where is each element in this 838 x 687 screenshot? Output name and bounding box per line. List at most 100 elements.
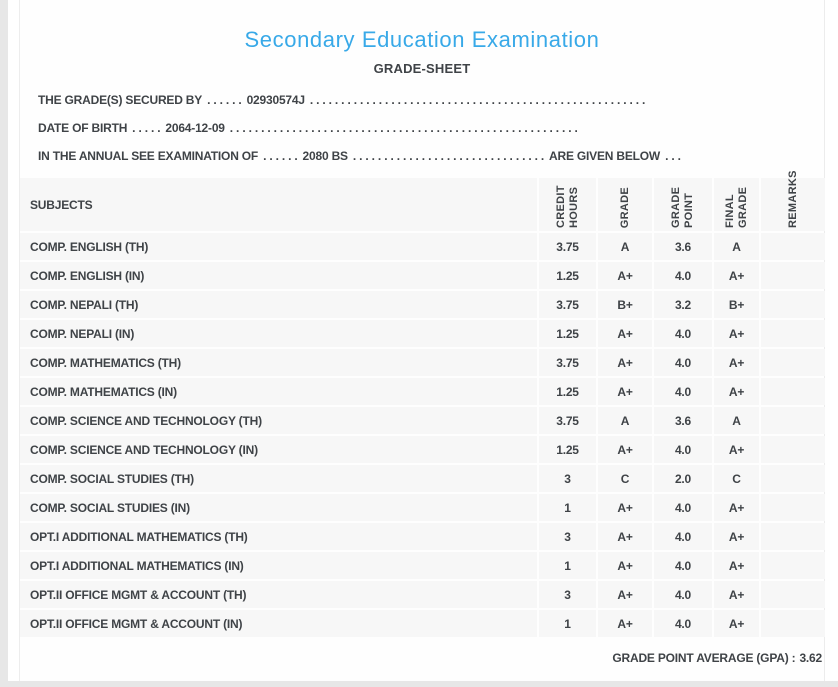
window-edge-left xyxy=(0,0,8,687)
grades-table: SUBJECTS CREDIT HOURS GRADE GRADE POINT … xyxy=(20,170,825,637)
grade-value-cell: C xyxy=(598,465,652,492)
grade-value-cell: 1.25 xyxy=(539,436,596,463)
subject-cell: COMP. SOCIAL STUDIES (TH) xyxy=(20,465,537,492)
column-header-credit-hours: CREDIT HOURS xyxy=(539,178,596,231)
grade-value-cell: 3 xyxy=(539,523,596,550)
grade-value-cell: 4.0 xyxy=(654,552,712,579)
grade-value-cell: 1.25 xyxy=(539,320,596,347)
remarks-cell xyxy=(761,523,825,550)
grade-value-cell: 3 xyxy=(539,581,596,608)
remarks-cell xyxy=(761,262,825,289)
remarks-cell xyxy=(761,233,825,260)
subject-cell: OPT.I ADDITIONAL MATHEMATICS (TH) xyxy=(20,523,537,550)
dotted-filler: . . . . . . xyxy=(207,93,242,107)
subject-cell: COMP. NEPALI (IN) xyxy=(20,320,537,347)
exam-year-line: IN THE ANNUAL SEE EXAMINATION OF . . . . … xyxy=(38,149,798,163)
grade-value-cell: 4.0 xyxy=(654,436,712,463)
remarks-cell xyxy=(761,581,825,608)
grade-value-cell: A xyxy=(598,407,652,434)
grade-value-cell: 4.0 xyxy=(654,320,712,347)
document-subtitle: GRADE-SHEET xyxy=(373,61,471,76)
are-given-below-label: ARE GIVEN BELOW xyxy=(549,149,661,163)
remarks-cell xyxy=(761,552,825,579)
grade-value-cell: A+ xyxy=(714,320,759,347)
dob-value: 2064-12-09 xyxy=(165,121,225,135)
exam-year-label: IN THE ANNUAL SEE EXAMINATION OF xyxy=(38,149,259,163)
gpa-value: 3.62 xyxy=(799,651,822,665)
subject-cell: COMP. MATHEMATICS (TH) xyxy=(20,349,537,376)
grade-value-cell: 3.75 xyxy=(539,291,596,318)
page-title: Secondary Education Examination xyxy=(244,27,600,52)
remarks-cell xyxy=(761,378,825,405)
student-id-label: THE GRADE(S) SECURED BY xyxy=(38,93,203,107)
grade-value-cell: 3 xyxy=(539,465,596,492)
grade-value-cell: A+ xyxy=(598,320,652,347)
column-header-label: REMARKS xyxy=(786,170,799,228)
dotted-filler: . . . xyxy=(665,149,681,163)
subject-cell: COMP. NEPALI (TH) xyxy=(20,291,537,318)
dotted-filler: . . . . . . . . . . . . . . . . . . . . … xyxy=(352,149,545,163)
grade-value-cell: A+ xyxy=(598,523,652,550)
subject-cell: OPT.II OFFICE MGMT & ACCOUNT (TH) xyxy=(20,581,537,608)
dotted-filler: . . . . . . . . . . . . . . . . . . . . … xyxy=(309,93,646,107)
grade-value-cell: A xyxy=(714,407,759,434)
grade-value-cell: 1.25 xyxy=(539,378,596,405)
grade-value-cell: 4.0 xyxy=(654,581,712,608)
grade-value-cell: A+ xyxy=(714,610,759,637)
grade-value-cell: 3.75 xyxy=(539,233,596,260)
grade-value-cell: A xyxy=(598,233,652,260)
dotted-filler: . . . . . . . . . . . . . . . . . . . . … xyxy=(229,121,578,135)
grade-value-cell: 2.0 xyxy=(654,465,712,492)
subject-cell: COMP. ENGLISH (TH) xyxy=(20,233,537,260)
grade-value-cell: A+ xyxy=(714,262,759,289)
exam-year-value: 2080 BS xyxy=(302,149,349,163)
grade-value-cell: 3.6 xyxy=(654,407,712,434)
window-edge-bottom xyxy=(0,681,838,687)
subject-cell: COMP. SCIENCE AND TECHNOLOGY (IN) xyxy=(20,436,537,463)
grade-value-cell: 4.0 xyxy=(654,349,712,376)
grade-value-cell: 4.0 xyxy=(654,262,712,289)
dotted-filler: . . . . . xyxy=(132,121,161,135)
grade-value-cell: A+ xyxy=(598,349,652,376)
grade-value-cell: 1 xyxy=(539,610,596,637)
grade-value-cell: A+ xyxy=(598,262,652,289)
grade-value-cell: A+ xyxy=(714,552,759,579)
subject-cell: COMP. SOCIAL STUDIES (IN) xyxy=(20,494,537,521)
grade-value-cell: A+ xyxy=(598,610,652,637)
column-header-remarks: REMARKS xyxy=(761,170,825,231)
column-header-label: CREDIT HOURS xyxy=(554,185,580,228)
column-header-grade: GRADE xyxy=(598,178,652,231)
symbol-number-value: 02930574J xyxy=(246,93,305,107)
grade-value-cell: 3.2 xyxy=(654,291,712,318)
remarks-cell xyxy=(761,407,825,434)
grade-value-cell: A+ xyxy=(714,494,759,521)
gpa-summary: GRADE POINT AVERAGE (GPA) :3.62 xyxy=(608,651,822,665)
grade-value-cell: A+ xyxy=(598,581,652,608)
grade-value-cell: A+ xyxy=(598,552,652,579)
subject-cell: COMP. MATHEMATICS (IN) xyxy=(20,378,537,405)
grade-value-cell: A+ xyxy=(714,581,759,608)
grade-value-cell: A+ xyxy=(714,523,759,550)
grade-value-cell: A+ xyxy=(714,349,759,376)
student-id-line: THE GRADE(S) SECURED BY . . . . . . 029305… xyxy=(38,93,738,107)
subject-cell: OPT.I ADDITIONAL MATHEMATICS (IN) xyxy=(20,552,537,579)
subject-cell: COMP. SCIENCE AND TECHNOLOGY (TH) xyxy=(20,407,537,434)
gpa-label: GRADE POINT AVERAGE (GPA) : xyxy=(612,651,796,665)
remarks-cell xyxy=(761,610,825,637)
grade-value-cell: C xyxy=(714,465,759,492)
grade-value-cell: 3.75 xyxy=(539,407,596,434)
grade-value-cell: 4.0 xyxy=(654,494,712,521)
column-header-label: GRADE POINT xyxy=(670,186,695,228)
dob-label: DATE OF BIRTH xyxy=(38,121,128,135)
grade-value-cell: B+ xyxy=(714,291,759,318)
grade-value-cell: A xyxy=(714,233,759,260)
grade-value-cell: 4.0 xyxy=(654,523,712,550)
grade-value-cell: A+ xyxy=(598,378,652,405)
grade-value-cell: 4.0 xyxy=(654,610,712,637)
grade-value-cell: 1 xyxy=(539,494,596,521)
remarks-cell xyxy=(761,494,825,521)
remarks-cell xyxy=(761,436,825,463)
grade-value-cell: A+ xyxy=(714,378,759,405)
grade-value-cell: 1.25 xyxy=(539,262,596,289)
